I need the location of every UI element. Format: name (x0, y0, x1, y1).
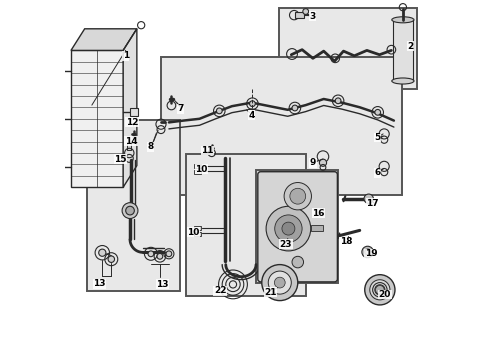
Circle shape (249, 101, 255, 107)
Circle shape (216, 108, 222, 114)
Circle shape (148, 251, 153, 257)
Ellipse shape (391, 17, 413, 23)
Circle shape (282, 222, 294, 235)
Text: 16: 16 (311, 209, 324, 217)
Text: 8: 8 (147, 143, 153, 152)
Polygon shape (71, 50, 123, 187)
Bar (278, 8, 416, 89)
Circle shape (274, 215, 302, 242)
Bar (161, 57, 401, 195)
Text: 12: 12 (126, 118, 138, 127)
Text: 13: 13 (93, 279, 106, 288)
Text: 5: 5 (374, 133, 380, 142)
Text: 11: 11 (201, 146, 214, 155)
Text: 10: 10 (187, 228, 199, 237)
Text: 20: 20 (378, 290, 390, 299)
Circle shape (369, 280, 389, 300)
Circle shape (274, 277, 285, 288)
Circle shape (99, 249, 106, 256)
Bar (87, 120, 180, 291)
Circle shape (289, 188, 305, 204)
Bar (194, 226, 201, 230)
Circle shape (108, 256, 114, 262)
Bar (186, 154, 306, 296)
Bar (127, 143, 131, 150)
Text: 15: 15 (114, 155, 126, 163)
FancyBboxPatch shape (257, 172, 337, 282)
Text: 7: 7 (177, 104, 183, 113)
Bar (130, 108, 138, 116)
Text: 19: 19 (364, 249, 377, 258)
Circle shape (364, 275, 394, 305)
Text: 22: 22 (213, 287, 226, 295)
Text: 13: 13 (156, 280, 168, 289)
Circle shape (122, 203, 138, 219)
Text: 3: 3 (308, 12, 315, 21)
Text: 2: 2 (406, 42, 412, 51)
Circle shape (265, 206, 310, 251)
Circle shape (261, 265, 297, 301)
Circle shape (302, 9, 308, 14)
Ellipse shape (391, 78, 413, 84)
Circle shape (364, 249, 370, 255)
Bar (194, 232, 201, 236)
Circle shape (374, 109, 380, 115)
Text: 17: 17 (365, 199, 378, 208)
Bar (294, 12, 303, 18)
Text: 9: 9 (309, 158, 315, 167)
Text: 10: 10 (195, 165, 207, 174)
Circle shape (125, 206, 134, 215)
Circle shape (363, 194, 373, 203)
Text: 14: 14 (124, 137, 137, 146)
Circle shape (268, 271, 291, 294)
Circle shape (335, 98, 340, 104)
Circle shape (291, 256, 303, 268)
Text: 4: 4 (248, 111, 254, 120)
Polygon shape (71, 29, 137, 50)
Circle shape (375, 285, 384, 294)
Bar (256, 170, 337, 283)
Text: 21: 21 (264, 288, 276, 297)
Bar (194, 170, 201, 174)
Circle shape (157, 253, 163, 259)
Circle shape (319, 159, 326, 166)
Text: 23: 23 (279, 240, 291, 248)
Circle shape (291, 105, 297, 111)
Circle shape (166, 251, 171, 257)
Bar (310, 225, 322, 231)
Text: 6: 6 (374, 168, 380, 177)
Polygon shape (123, 29, 137, 187)
Bar (392, 20, 412, 81)
Text: 1: 1 (122, 51, 128, 60)
Bar (194, 164, 201, 168)
Circle shape (361, 246, 373, 258)
Circle shape (284, 183, 311, 210)
Text: 18: 18 (339, 238, 351, 247)
